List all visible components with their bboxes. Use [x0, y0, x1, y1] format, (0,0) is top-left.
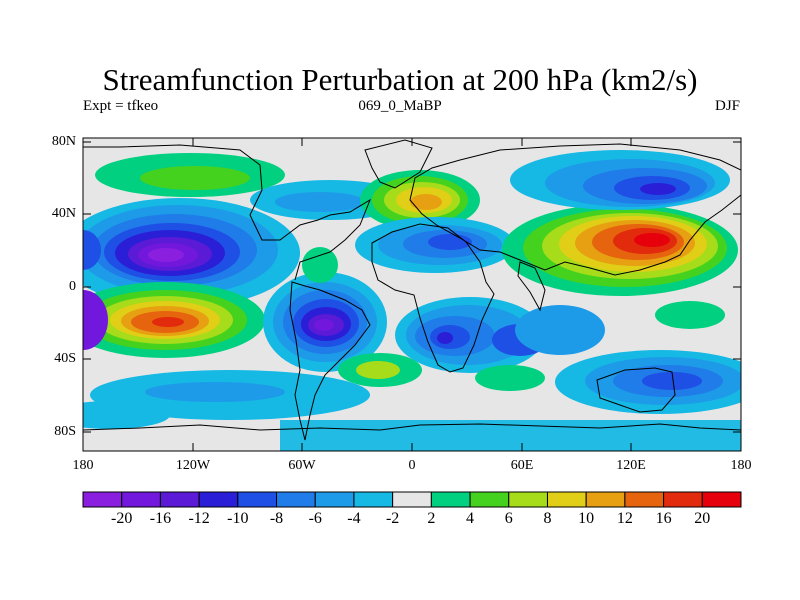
coastline-india	[517, 261, 546, 312]
colorbar-label: 16	[655, 510, 672, 527]
colorbar-box	[121, 491, 161, 508]
colorbar-label: 10	[578, 510, 595, 527]
colorbar-label: 12	[616, 510, 633, 527]
contour-north-pacific-low	[83, 198, 300, 308]
lat-label-40s: 40S	[54, 351, 76, 366]
contour-southern-ocean-low	[555, 350, 741, 414]
colorbar-box	[276, 491, 316, 508]
colorbar-box	[701, 491, 742, 508]
lon-label-180e: 180	[730, 458, 752, 473]
contour-siberia-low	[510, 150, 730, 210]
colorbar-box	[585, 491, 626, 508]
colorbar-label: -20	[111, 510, 133, 527]
colorbar-box	[392, 491, 432, 508]
axis-ticks	[82, 138, 742, 451]
season-label: DJF	[714, 98, 740, 114]
colorbar-box	[237, 491, 278, 508]
lon-label-60e: 60E	[510, 458, 534, 473]
colorbar-box	[198, 491, 239, 508]
experiment-label: Expt = tfkeo	[83, 98, 159, 114]
colorbar-box	[663, 491, 703, 508]
lon-label-120e: 120E	[616, 458, 646, 473]
colorbar-label: -8	[269, 510, 284, 527]
colorbar-label: -12	[188, 510, 210, 527]
colorbar-label: 2	[427, 510, 436, 527]
colorbar-label: -6	[308, 510, 322, 527]
colorbar-label: 4	[466, 510, 475, 527]
lat-label-80s: 80S	[54, 424, 76, 439]
contour-asia-high	[502, 204, 738, 296]
contour-europe-high	[360, 170, 480, 230]
contour-north-pacific-high	[95, 153, 285, 197]
plot-title: Streamfunction Perturbation at 200 hPa (…	[102, 62, 698, 97]
colorbar-box	[314, 491, 355, 508]
lat-label-80n: 80N	[51, 134, 76, 149]
coastline-greenland	[364, 139, 433, 189]
colorbar-label: 20	[694, 510, 711, 527]
coastline-eurasia	[409, 143, 741, 276]
colorbar-box	[430, 491, 471, 508]
colorbar-label: -10	[227, 510, 249, 527]
contour-south-indian-low	[395, 297, 548, 373]
colorbar-box	[508, 491, 548, 508]
coastlines	[83, 139, 741, 441]
contour-fill	[83, 150, 741, 451]
coastline-south-america	[289, 281, 371, 441]
colorbar-box	[624, 491, 665, 508]
lon-label-180w: 180	[72, 458, 94, 473]
coastline-australia	[596, 367, 676, 413]
colorbar-label: -16	[149, 510, 172, 527]
case-label: 069_0_MaBP	[358, 98, 442, 114]
lat-label-40n: 40N	[51, 206, 76, 221]
contour-south-pacific-high	[83, 282, 265, 358]
colorbar-box	[82, 491, 123, 508]
contour-south-america-low	[263, 272, 387, 372]
colorbar-label: -4	[347, 510, 361, 527]
lon-label-60w: 60W	[288, 458, 316, 473]
colorbar-box	[546, 491, 587, 508]
colorbar-box	[353, 491, 394, 508]
colorbar-box	[469, 491, 510, 508]
colorbar-box	[159, 491, 200, 508]
colorbar-label: -2	[385, 510, 400, 527]
coastline-north-america	[83, 144, 372, 281]
contour-africa-low	[355, 217, 515, 273]
lat-label-0: 0	[69, 279, 76, 294]
lon-label-120w: 120W	[175, 458, 211, 473]
colorbar-label: 8	[543, 510, 552, 527]
colorbar-label: 6	[504, 510, 513, 527]
lon-label-0: 0	[408, 458, 416, 473]
colorbar	[82, 491, 742, 508]
coastline-africa	[371, 223, 495, 373]
coastline-antarctica	[83, 423, 741, 431]
